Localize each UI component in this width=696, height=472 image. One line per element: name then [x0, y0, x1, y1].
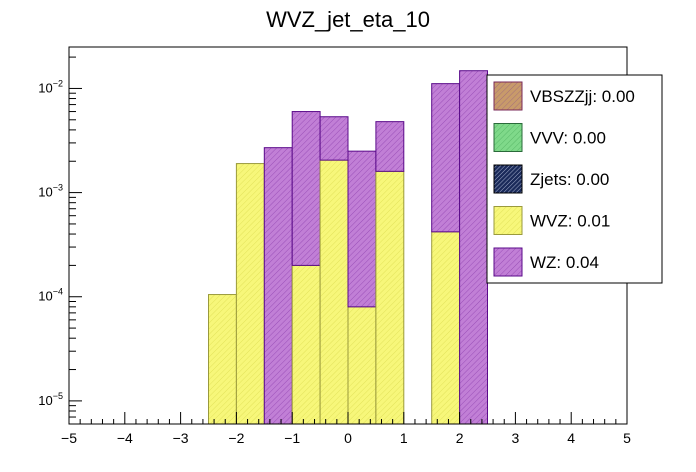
legend-label: WVZ: 0.01: [530, 212, 610, 231]
x-tick-label: −4: [117, 430, 133, 446]
y-tick-label: 10−3: [38, 183, 63, 200]
bar-wz-bin-9: [459, 70, 489, 425]
legend-label: VBSZZjj: 0.00: [530, 87, 635, 106]
legend-swatch: [493, 206, 523, 235]
bar-wvz-bin-4: [319, 159, 349, 425]
bar-wvz-bin-6: [375, 170, 405, 425]
chart-title: WVZ_jet_eta_10: [266, 7, 430, 32]
x-tick-label: 2: [456, 430, 464, 446]
x-tick-label: −3: [173, 430, 189, 446]
bar-wvz-bin-3: [291, 264, 321, 425]
bar-wz-bin-4: [319, 116, 349, 161]
legend-swatch: [493, 81, 523, 111]
legend-label: VVV: 0.00: [530, 129, 606, 148]
x-tick-label: −1: [284, 430, 300, 446]
y-axis: 10−5 10−4 10−3 10−2: [38, 56, 82, 425]
x-tick-label: 1: [400, 430, 408, 446]
x-tick-label: −2: [228, 430, 244, 446]
bar-wvz-bin-8: [431, 231, 461, 425]
x-tick-label: 0: [344, 430, 352, 446]
bar-wvz-bin-1: [235, 163, 265, 425]
bar-wz-bin-6: [375, 121, 405, 172]
bar-wz-bin-2: [263, 147, 293, 425]
x-tick-label: −5: [61, 430, 77, 446]
bar-wz-bin-3: [291, 111, 321, 266]
x-tick-label: 5: [623, 430, 631, 446]
legend-swatch: [493, 247, 523, 277]
bar-wvz-bin-0: [208, 294, 237, 425]
x-tick-label: 4: [567, 430, 575, 446]
x-tick-label: 3: [512, 430, 520, 446]
y-tick-label: 10−2: [38, 78, 63, 95]
legend-label: Zjets: 0.00: [530, 170, 609, 189]
x-axis: −5 −4 −3 −2 −1 0 1 2 3 4 5: [61, 412, 631, 446]
y-tick-label: 10−4: [38, 287, 63, 304]
bar-wvz-bin-5: [347, 306, 377, 425]
y-tick-label: 10−5: [38, 391, 63, 408]
legend-label: WZ: 0.04: [530, 253, 599, 272]
legend: VBSZZjj: 0.00 VVV: 0.00 Zjets: 0.00 WVZ: 0.…: [486, 74, 663, 284]
bar-wz-bin-8: [431, 83, 461, 233]
legend-swatch: [493, 123, 523, 152]
bar-wz-bin-5: [347, 150, 377, 308]
legend-swatch: [493, 164, 523, 194]
histogram-bars: [208, 70, 489, 425]
